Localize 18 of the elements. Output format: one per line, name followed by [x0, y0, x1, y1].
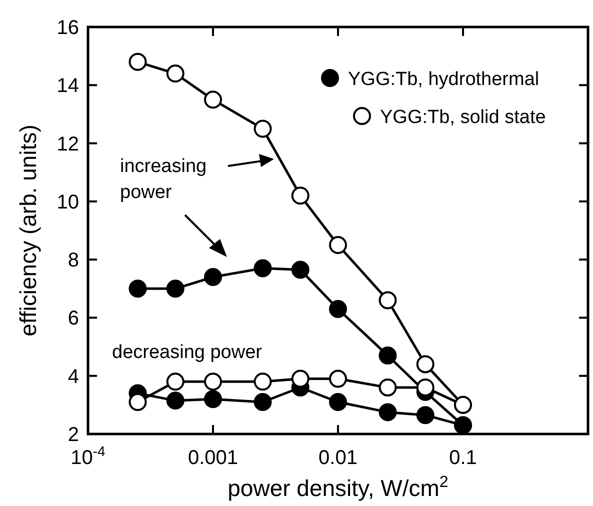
- y-tick-label: 4: [68, 366, 79, 388]
- x-tick-label: 0.1: [449, 447, 477, 469]
- y-tick-label: 2: [68, 424, 79, 446]
- y-tick-label: 14: [56, 75, 79, 98]
- x-tick-label: 0.01: [318, 447, 358, 469]
- y-tick-label: 16: [56, 17, 79, 39]
- y-tick-label: 6: [68, 308, 79, 330]
- legend-label: YGG:Tb, solid state: [380, 107, 546, 128]
- annotation: increasing power: [120, 156, 207, 203]
- y-tick-label: 8: [68, 250, 79, 272]
- y-axis-title: efficiency (arb. units): [15, 124, 41, 336]
- x-tick-label: 10$^{-4}$: [70, 443, 106, 469]
- x-axis-title: power density, W/cm$^{2}$: [228, 473, 448, 501]
- y-tick-label: 12: [56, 133, 79, 156]
- legend-label: YGG:Tb, hydrothermal: [348, 69, 540, 90]
- x-tick-label: 0.001: [188, 447, 238, 469]
- annotation: decreasing power: [112, 342, 263, 363]
- y-tick-label: 10: [56, 191, 79, 214]
